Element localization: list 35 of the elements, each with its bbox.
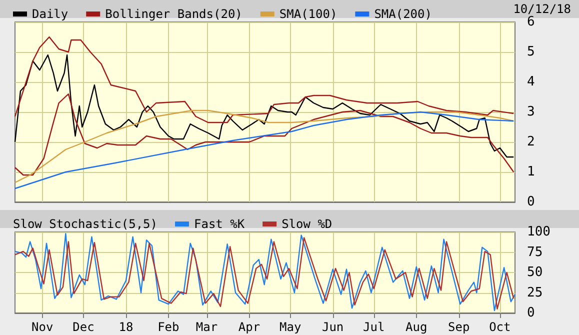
y-tick-label: 25 — [527, 285, 543, 300]
legend-label: Slow %D — [282, 217, 332, 231]
x-tick-label: Dec — [72, 320, 94, 334]
legend-label: Fast %K — [194, 217, 246, 231]
y-tick-label: 3 — [527, 104, 535, 120]
x-tick-label: Mar — [196, 320, 218, 334]
line-series — [14, 54, 514, 158]
x-tick-label: Aug — [406, 320, 428, 334]
x-tick-label: Jul — [363, 320, 385, 334]
x-tick-label: May — [280, 320, 302, 334]
chart-title: Slow Stochastic(5,5) — [13, 217, 158, 231]
x-tick-label: Feb — [158, 320, 180, 334]
x-tick-label: Apr — [238, 320, 260, 334]
y-tick-label: 0 — [527, 306, 535, 320]
x-tick-label: Nov — [32, 320, 54, 334]
x-tick-label: 18 — [118, 320, 134, 334]
x-tick-label: Jun — [322, 320, 344, 334]
legend-label: Bollinger Bands(20) — [105, 7, 242, 21]
y-tick-label: 50 — [527, 265, 543, 280]
y-tick-label: 0 — [527, 194, 535, 210]
line-series — [14, 36, 514, 124]
text: 10/12/18 — [513, 2, 571, 16]
x-tick-label: Sep — [448, 320, 470, 334]
y-tick-label: 100 — [527, 224, 550, 240]
line-series — [14, 93, 514, 176]
legend-label: SMA(200) — [374, 7, 432, 21]
y-tick-label: 75 — [527, 244, 543, 260]
legend-label: SMA(100) — [279, 7, 338, 21]
legend-label: Daily — [32, 7, 68, 21]
y-tick-label: 2 — [527, 134, 535, 150]
y-tick-label: 6 — [527, 14, 535, 30]
y-tick-label: 5 — [527, 44, 535, 60]
y-tick-label: 4 — [527, 74, 535, 90]
x-tick-label: Oct — [489, 320, 511, 334]
y-tick-label: 1 — [527, 164, 535, 180]
